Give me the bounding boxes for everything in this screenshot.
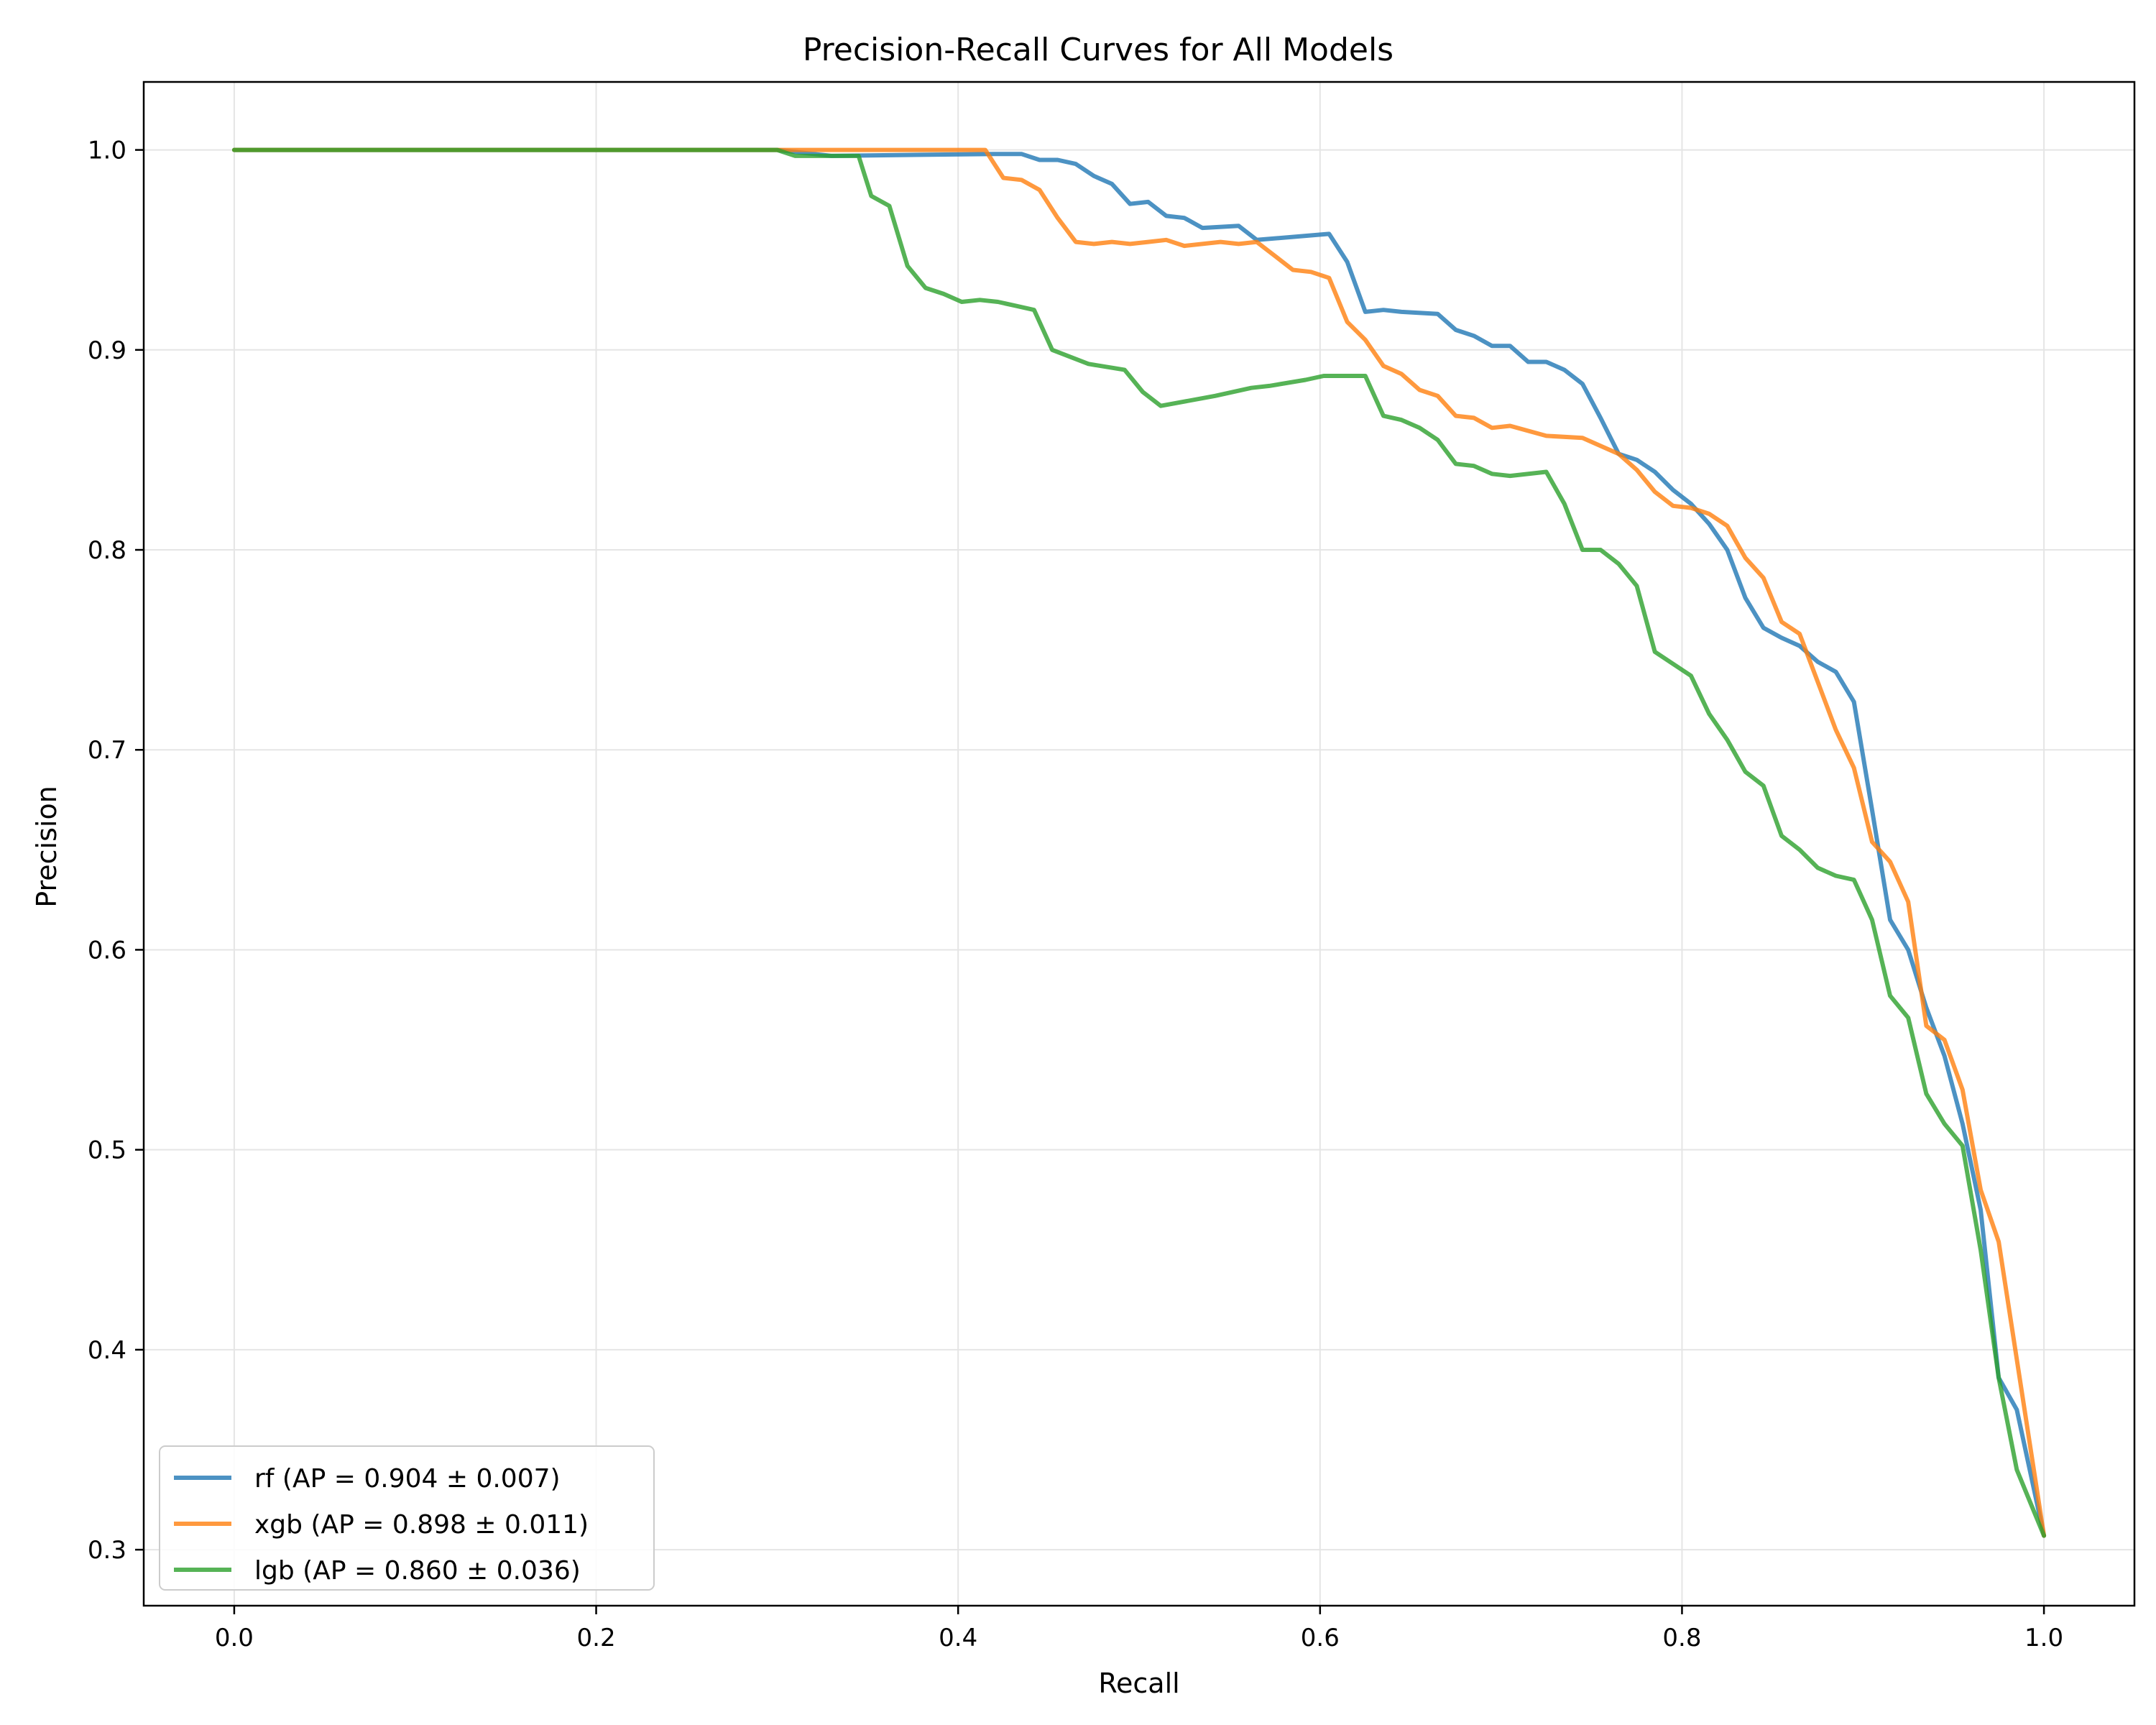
legend-box <box>159 1445 655 1591</box>
series-line-1 <box>231 147 2047 1538</box>
y-tick-label: 0.9 <box>88 336 126 365</box>
y-tick-label: 1.0 <box>88 137 126 165</box>
legend-label-2: lgb (AP = 0.860 ± 0.036) <box>254 1556 581 1586</box>
x-tick-label: 0.2 <box>577 1624 616 1652</box>
x-tick-label: 1.0 <box>2024 1624 2063 1652</box>
y-tick-label: 0.7 <box>88 736 126 765</box>
y-tick-label: 0.4 <box>88 1336 126 1365</box>
series-line-2 <box>231 147 2047 1538</box>
y-tick-label: 0.3 <box>88 1536 126 1565</box>
legend-label-1: xgb (AP = 0.898 ± 0.011) <box>254 1510 589 1540</box>
legend: rf (AP = 0.904 ± 0.007) xgb (AP = 0.898 ±… <box>159 1445 655 1591</box>
plot-frame <box>142 80 2136 1607</box>
y-tick-label: 0.6 <box>88 936 126 965</box>
x-tick-label: 0.8 <box>1662 1624 1701 1652</box>
chart-title: Precision-Recall Curves for All Models <box>803 32 1393 68</box>
series-line-0 <box>231 147 2047 1538</box>
series-layer <box>231 147 2047 1538</box>
y-axis-label: Precision <box>31 786 63 908</box>
x-tick-label: 0.4 <box>939 1624 977 1652</box>
x-axis-label: Recall <box>1098 1668 1179 1699</box>
x-tick-label: 0.0 <box>215 1624 254 1652</box>
y-axis-ticks: 0.3 0.4 0.5 0.6 0.7 0.8 0.9 1.0 <box>88 137 144 1565</box>
legend-label-0: rf (AP = 0.904 ± 0.007) <box>254 1464 561 1494</box>
y-tick-label: 0.5 <box>88 1136 126 1165</box>
grid <box>144 82 2134 1606</box>
y-tick-label: 0.8 <box>88 536 126 565</box>
x-tick-label: 0.6 <box>1301 1624 1340 1652</box>
x-axis-ticks: 0.0 0.2 0.4 0.6 0.8 1.0 <box>215 1606 2063 1652</box>
